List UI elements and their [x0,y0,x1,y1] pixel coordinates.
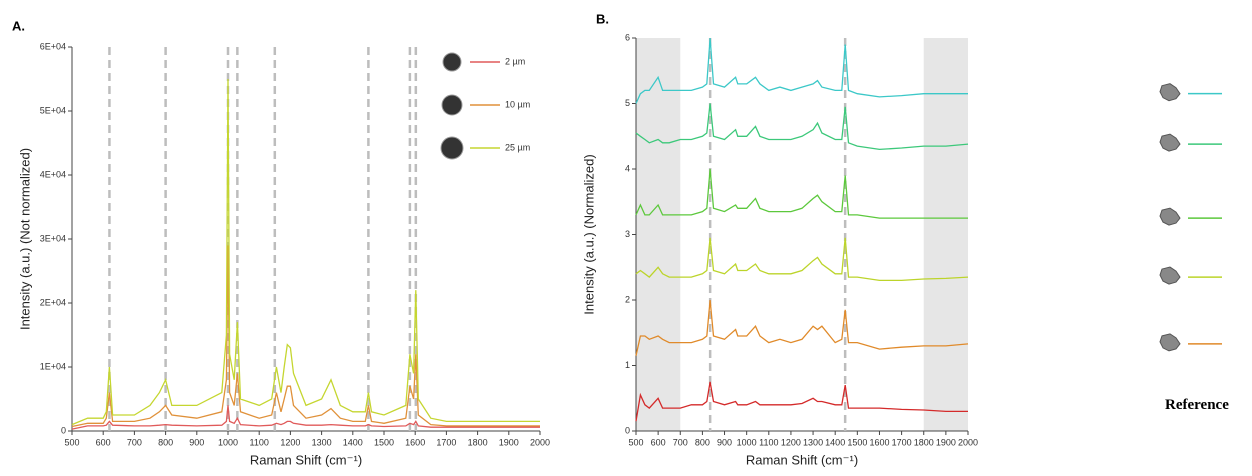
x-tick-label: 800 [158,437,173,447]
x-tick-label: 1900 [936,437,956,447]
x-tick-label: 1300 [312,437,332,447]
x-tick-label: 1600 [405,437,425,447]
y-tick-label: 5E+04 [40,105,66,115]
legend-label: 25 µm [505,142,530,152]
legend-icon [440,136,464,160]
particle-icon [1159,133,1181,152]
x-tick-label: 1200 [280,437,300,447]
x-axis-title: Raman Shift (cm⁻¹) [250,452,362,467]
spectrum-line [635,299,969,356]
spectrum-line [635,103,969,151]
x-tick-label: 1400 [825,437,845,447]
y-tick-label: 4E+04 [40,169,66,179]
x-tick-label: 1300 [803,437,823,447]
x-tick-label: 800 [695,437,710,447]
y-tick-label: 6E+04 [40,41,66,51]
legend-icon [442,52,462,72]
particle-icon [1159,207,1181,226]
y-tick-label: 3E+04 [40,233,66,243]
spectrum-line [635,37,968,104]
spectrum-line [71,245,540,428]
spectrum-line [635,381,968,422]
x-tick-label: 1000 [737,437,757,447]
x-tick-label: 1500 [374,437,394,447]
x-tick-label: 1900 [499,437,519,447]
x-tick-label: 900 [717,437,732,447]
x-tick-label: 1700 [892,437,912,447]
y-tick-label: 5 [625,98,630,108]
x-tick-label: 700 [127,437,142,447]
shaded-region [923,38,968,431]
y-tick-label: 2E+04 [40,297,66,307]
x-tick-label: 500 [64,437,79,447]
x-tick-label: 1800 [468,437,488,447]
particle-icon [1159,266,1181,285]
y-tick-label: 3 [625,229,630,239]
x-tick-label: 1000 [218,437,238,447]
x-tick-label: 1100 [250,437,269,447]
x-tick-label: 500 [628,437,643,447]
particle-icon [1159,83,1181,102]
legend-label: 2 µm [505,56,525,66]
y-tick-label: 6 [625,32,630,42]
particle-icon [1159,333,1181,352]
y-tick-label: 0 [625,425,630,435]
x-tick-label: 600 [651,437,666,447]
y-tick-label: 1 [625,360,630,370]
x-tick-label: 1400 [343,437,363,447]
x-tick-label: 600 [96,437,111,447]
x-tick-label: 1200 [781,437,801,447]
x-axis-title: Raman Shift (cm⁻¹) [746,452,858,467]
panel-label: B. [596,11,609,26]
x-tick-label: 2000 [958,437,978,447]
x-tick-label: 1100 [759,437,778,447]
panel-label: A. [12,18,25,33]
spectrum-line [635,237,969,282]
y-axis-title: Intensity (a.u.) (Normalized) [581,154,596,314]
y-axis-title: Intensity (a.u.) (Not normalized) [17,148,32,330]
x-tick-label: 1700 [436,437,456,447]
x-tick-label: 1600 [869,437,889,447]
y-tick-label: 0 [61,425,66,435]
spectrum-line [71,78,540,426]
x-tick-label: 900 [189,437,204,447]
spectrum-line [635,168,968,219]
y-tick-label: 1E+04 [40,361,66,371]
legend-label: Reference [1165,397,1229,413]
legend-label: 10 µm [505,99,530,109]
x-tick-label: 1500 [847,437,867,447]
x-tick-label: 1800 [914,437,934,447]
y-tick-label: 2 [625,294,630,304]
shaded-region [636,38,681,431]
legend-icon [441,94,463,116]
spectrum-line [71,405,540,430]
x-tick-label: 2000 [530,437,550,447]
y-tick-label: 4 [625,163,630,173]
x-tick-label: 700 [673,437,688,447]
